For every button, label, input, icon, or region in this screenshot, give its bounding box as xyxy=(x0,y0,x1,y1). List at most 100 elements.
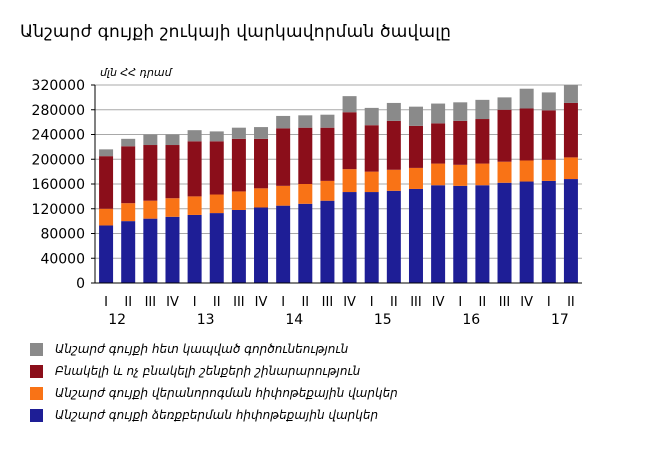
bar-segment xyxy=(298,127,313,184)
bar-segment xyxy=(209,213,224,283)
bar-segment xyxy=(364,192,379,283)
bar-segment xyxy=(165,145,180,199)
legend-label: Անշարժ գույքի հետ կապված գործունեություն xyxy=(55,342,349,356)
x-tick-label: II xyxy=(390,295,398,310)
bar-segment xyxy=(165,134,180,146)
bar-segment xyxy=(276,205,291,283)
bar-segment xyxy=(231,138,246,192)
bar-segment xyxy=(165,198,180,217)
legend-label: Բնակելի և ոչ բնակելի շենքերի շինարարությ… xyxy=(55,364,361,378)
bar-segment xyxy=(563,157,578,180)
year-label: 13 xyxy=(197,312,215,328)
x-tick-label: I xyxy=(370,295,374,310)
bar-segment xyxy=(143,134,158,146)
bar-segment xyxy=(497,97,512,110)
x-tick-label: III xyxy=(499,295,511,310)
x-tick-label: IV xyxy=(343,295,356,310)
bar-segment xyxy=(364,125,379,172)
bar-segment xyxy=(386,169,401,191)
year-label: 12 xyxy=(108,312,126,328)
bar-segment xyxy=(143,218,158,283)
legend-swatch xyxy=(30,364,43,378)
bar-segment xyxy=(541,92,556,111)
legend-swatch xyxy=(30,342,43,356)
bar-segment xyxy=(99,208,114,226)
bar-segment xyxy=(431,163,446,186)
bar-segment xyxy=(254,207,269,283)
bar-segment xyxy=(475,119,490,164)
axes: 0 40000 80000 120000 160000 200000 240000 28000… xyxy=(32,78,582,328)
y-tick-label: 240000 xyxy=(32,128,85,144)
x-tick-label: III xyxy=(410,295,422,310)
bar-segment xyxy=(386,120,401,170)
x-tick-label: II xyxy=(479,295,487,310)
x-tick-label: I xyxy=(193,295,197,310)
bar-segment xyxy=(519,160,534,182)
bar-segment xyxy=(453,102,468,121)
bar-segment xyxy=(408,167,423,189)
bar-segment xyxy=(320,114,335,128)
bar-segment xyxy=(386,190,401,283)
x-tick-label: I xyxy=(458,295,462,310)
bar-segment xyxy=(431,103,446,124)
bar-segment xyxy=(431,123,446,164)
unit-label: մլն ՀՀ դրամ xyxy=(100,66,172,79)
bar-segment xyxy=(497,182,512,283)
legend-label: Անշարժ գույքի ձեռքբերման հիփոթեքային վար… xyxy=(55,408,379,422)
bar-segment xyxy=(99,156,114,209)
bar-segment xyxy=(342,169,357,193)
bar-segment xyxy=(408,125,423,168)
bar-segment xyxy=(254,138,269,189)
legend: Անշարժ գույքի հետ կապված գործունեություն… xyxy=(30,338,398,426)
bar-segment xyxy=(475,185,490,283)
bar-segment xyxy=(121,146,136,204)
x-tick-label: IV xyxy=(520,295,533,310)
bar-segment xyxy=(541,180,556,283)
y-tick-label: 200000 xyxy=(32,152,85,168)
bar-segment xyxy=(298,184,313,204)
x-tick-label: I xyxy=(104,295,108,310)
bar-segment xyxy=(563,102,578,158)
bar-segment xyxy=(231,127,246,139)
bar-segment xyxy=(541,159,556,181)
bar-segment xyxy=(453,120,468,165)
legend-swatch xyxy=(30,408,43,422)
bar-segment xyxy=(254,127,269,139)
x-tick-label: II xyxy=(124,295,132,310)
bar-segment xyxy=(209,141,224,195)
bar-segment xyxy=(298,203,313,283)
legend-item: Անշարժ գույքի հետ կապված գործունեություն xyxy=(30,338,398,360)
x-tick-label: III xyxy=(233,295,245,310)
bar-segment xyxy=(99,149,114,157)
bar-segment xyxy=(231,191,246,210)
year-label: 15 xyxy=(374,312,392,328)
bar-segment xyxy=(408,188,423,283)
bar-segment xyxy=(121,221,136,284)
y-tick-label: 40000 xyxy=(40,251,85,267)
bar-segment xyxy=(254,188,269,208)
bar-segment xyxy=(364,171,379,193)
bar-segment xyxy=(231,209,246,283)
x-tick-label: II xyxy=(567,295,575,310)
bar-segment xyxy=(187,214,202,283)
bar-segment xyxy=(364,107,379,126)
bar-segment xyxy=(431,185,446,283)
bar-segment xyxy=(143,200,158,219)
bar-segment xyxy=(386,102,401,121)
legend-swatch xyxy=(30,386,43,400)
legend-item: Անշարժ գույքի ձեռքբերման հիփոթեքային վար… xyxy=(30,404,398,426)
bar-segment xyxy=(320,200,335,283)
x-tick-label: IV xyxy=(166,295,179,310)
y-tick-label: 0 xyxy=(76,276,85,292)
bar-segment xyxy=(563,85,578,103)
legend-item: Անշարժ գույքի վերանորոգման հիփոթեքային վ… xyxy=(30,382,398,404)
bar-segment xyxy=(519,108,534,161)
bar-segment xyxy=(342,192,357,283)
bar-segment xyxy=(475,163,490,186)
bar-segment xyxy=(320,127,335,181)
bar-segment xyxy=(408,106,423,126)
bar-segment xyxy=(99,225,114,283)
y-tick-label: 280000 xyxy=(32,103,85,119)
bar-segment xyxy=(276,185,291,206)
bar-segment xyxy=(143,145,158,201)
